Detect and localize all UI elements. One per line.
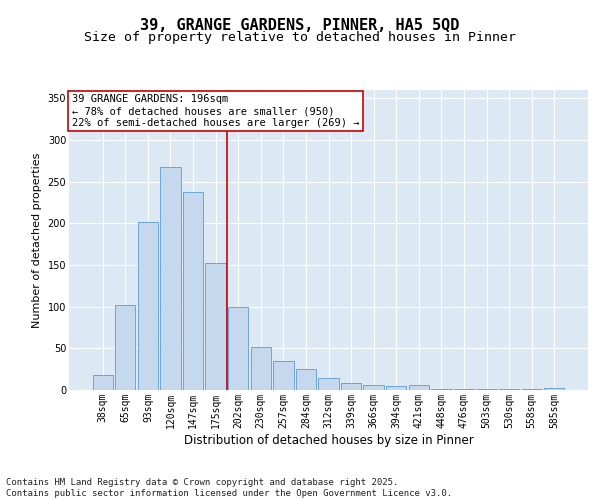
Text: 39 GRANGE GARDENS: 196sqm
← 78% of detached houses are smaller (950)
22% of semi: 39 GRANGE GARDENS: 196sqm ← 78% of detac…: [71, 94, 359, 128]
Bar: [476, 389, 497, 390]
Text: 39, GRANGE GARDENS, PINNER, HA5 5QD: 39, GRANGE GARDENS, PINNER, HA5 5QD: [140, 18, 460, 32]
Bar: [341, 382, 361, 390]
Bar: [228, 306, 248, 390]
Bar: [273, 361, 293, 390]
Bar: [364, 385, 384, 390]
Bar: [160, 166, 181, 390]
Bar: [454, 389, 474, 390]
Bar: [115, 305, 136, 390]
Bar: [499, 389, 519, 390]
Bar: [544, 388, 565, 390]
Bar: [183, 192, 203, 390]
Bar: [205, 264, 226, 390]
X-axis label: Distribution of detached houses by size in Pinner: Distribution of detached houses by size …: [184, 434, 473, 446]
Text: Size of property relative to detached houses in Pinner: Size of property relative to detached ho…: [84, 31, 516, 44]
Text: Contains HM Land Registry data © Crown copyright and database right 2025.
Contai: Contains HM Land Registry data © Crown c…: [6, 478, 452, 498]
Bar: [251, 346, 271, 390]
Bar: [521, 389, 542, 390]
Bar: [92, 375, 113, 390]
Bar: [296, 369, 316, 390]
Bar: [319, 378, 338, 390]
Bar: [386, 386, 406, 390]
Bar: [409, 385, 429, 390]
Y-axis label: Number of detached properties: Number of detached properties: [32, 152, 42, 328]
Bar: [431, 389, 452, 390]
Bar: [138, 222, 158, 390]
